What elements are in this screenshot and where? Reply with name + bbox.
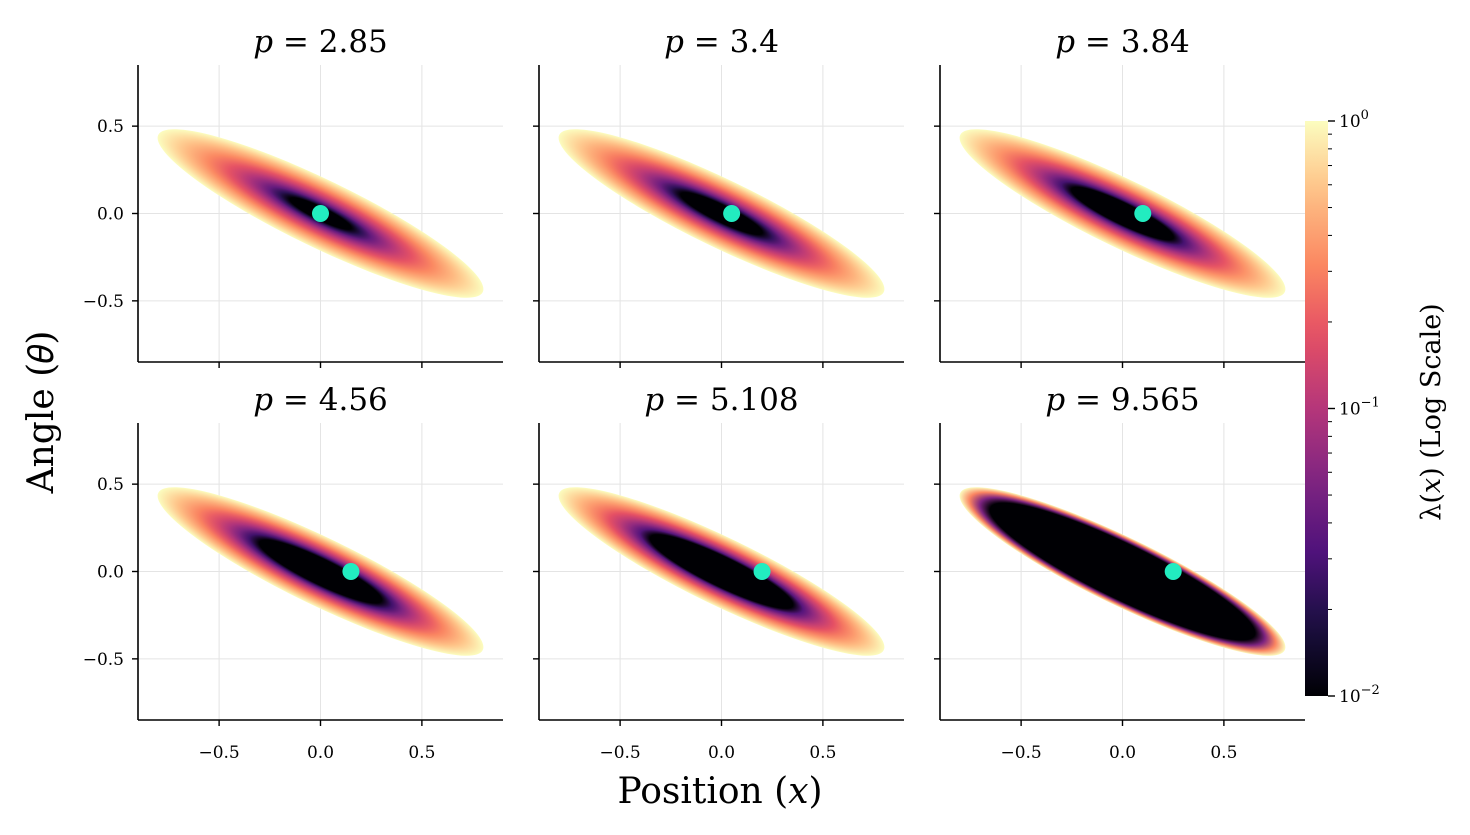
colorbar: 100 10−1 10−2 λ(𝑥) (Log Scale) xyxy=(1305,108,1447,707)
x-tick-label: 0.5 xyxy=(1210,743,1237,763)
marker-point xyxy=(312,205,329,222)
y-tick-label: −0.5 xyxy=(83,292,124,312)
y-axis-title: Angle (𝜃) xyxy=(21,331,62,495)
x-tick-label: −0.5 xyxy=(1000,743,1041,763)
panel: −0.5 0.0 0.5 𝑝 = 5.108 xyxy=(533,382,904,763)
panel: 0.5 0.0 −0.5 −0.5 0.0 0.5 𝑝 = 4.56 xyxy=(83,382,503,763)
y-tick-label: 0.0 xyxy=(97,563,124,583)
panel: 𝑝 = 3.84 xyxy=(934,24,1305,368)
panel-title: 𝑝 = 3.4 xyxy=(664,24,779,60)
panel-title: 𝑝 = 9.565 xyxy=(1045,382,1199,418)
x-tick-label: 0.5 xyxy=(809,743,836,763)
panels: 0.50.0−0.5𝑝 = 2.85 𝑝 = 3.4 𝑝 = 3.840.50.0−… xyxy=(83,24,1305,763)
panel: −0.5 0.0 0.5 𝑝 = 9.565 xyxy=(934,382,1305,763)
y-tick-label: −0.5 xyxy=(83,650,124,670)
heatmap-region xyxy=(558,129,885,298)
y-tick-label: 0.5 xyxy=(97,117,124,137)
panel-title: 𝑝 = 2.85 xyxy=(253,24,388,60)
marker-point xyxy=(342,563,360,580)
heatmap-region xyxy=(558,487,885,656)
colorbar-tick-label: 10−2 xyxy=(1339,683,1380,707)
x-tick-label: 0.0 xyxy=(307,743,334,763)
x-tick-label: −0.5 xyxy=(599,743,640,763)
y-tick-label: 0.5 xyxy=(97,475,124,495)
marker-point xyxy=(723,205,741,222)
colorbar-title: λ(𝑥) (Log Scale) xyxy=(1416,303,1447,520)
colorbar-tick-label: 10−1 xyxy=(1339,396,1380,420)
y-tick-label: 0.0 xyxy=(97,205,124,225)
panel-title: 𝑝 = 3.84 xyxy=(1055,24,1190,60)
marker-point xyxy=(1134,205,1152,222)
x-tick-label: 0.0 xyxy=(708,743,735,763)
heatmap-region xyxy=(959,129,1286,298)
x-tick-label: 0.5 xyxy=(408,743,435,763)
panel: 𝑝 = 3.4 xyxy=(533,24,904,368)
x-axis-title: Position (𝑥) xyxy=(617,771,822,812)
marker-point xyxy=(1164,563,1182,580)
heatmap-region xyxy=(959,487,1286,656)
heatmap-region xyxy=(157,487,484,656)
panel-title: 𝑝 = 4.56 xyxy=(253,382,388,418)
panel-title: 𝑝 = 5.108 xyxy=(644,382,798,418)
colorbar-gradient xyxy=(1305,121,1328,696)
x-tick-label: 0.0 xyxy=(1109,743,1136,763)
colorbar-tick-label: 100 xyxy=(1339,108,1369,132)
marker-point xyxy=(753,563,771,580)
x-tick-label: −0.5 xyxy=(198,743,239,763)
panel: 0.5 0.0 −0.5 𝑝 = 2.85 xyxy=(83,24,503,368)
